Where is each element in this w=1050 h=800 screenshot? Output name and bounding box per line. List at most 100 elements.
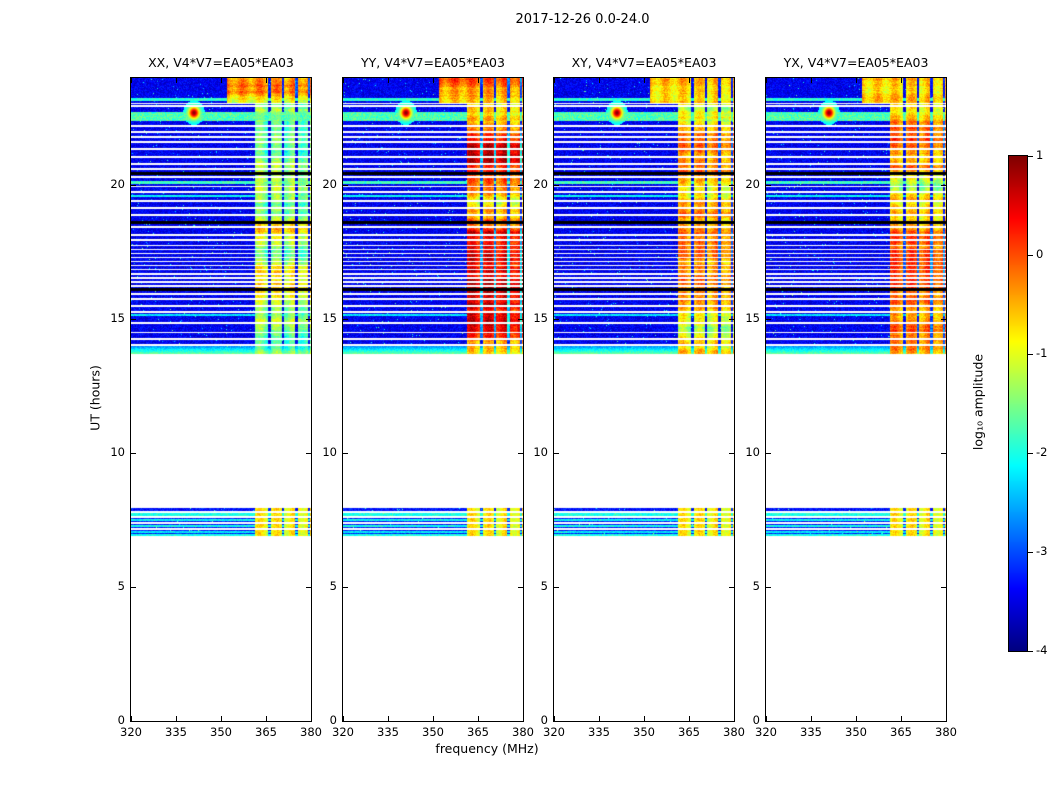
axis-tick: [306, 586, 311, 588]
axis-tick: [855, 78, 857, 83]
axis-tick: [131, 318, 136, 320]
axis-tick: [306, 318, 311, 320]
axis-tick: [688, 716, 690, 721]
axis-tick: [810, 78, 812, 83]
y-tick-label: 20: [322, 177, 337, 192]
x-tick-label: 335: [800, 725, 822, 739]
spectrogram-canvas-yx: [766, 78, 946, 721]
axis-tick: [554, 586, 559, 588]
axis-tick: [131, 586, 136, 588]
axis-tick: [310, 78, 312, 83]
spectrogram-canvas-xy: [554, 78, 734, 721]
axis-tick: [306, 184, 311, 186]
axis-tick: [729, 586, 734, 588]
axis-tick: [554, 720, 559, 722]
axis-tick: [306, 720, 311, 722]
axis-tick: [518, 452, 523, 454]
axis-tick: [518, 184, 523, 186]
axis-tick: [432, 78, 434, 83]
figure-title: 2017-12-26 0.0-24.0: [515, 12, 650, 27]
spectrogram-canvas-yy: [343, 78, 523, 721]
axis-tick: [729, 720, 734, 722]
axis-tick: [387, 716, 389, 721]
axis-tick: [175, 78, 177, 83]
colorbar-tick-label: -4: [1036, 643, 1048, 657]
axis-tick: [477, 78, 479, 83]
axis-tick: [766, 586, 771, 588]
axis-tick: [343, 318, 348, 320]
y-tick-label: 15: [745, 311, 760, 326]
axis-tick: [131, 720, 136, 722]
axis-tick: [343, 586, 348, 588]
axis-tick: [900, 78, 902, 83]
y-tick-label: 0: [752, 713, 760, 727]
spectrogram-canvas-xx: [131, 78, 311, 721]
y-tick-label: 5: [752, 579, 760, 594]
panel-title-xx: XX, V4*V7=EA05*EA03: [148, 55, 294, 70]
axis-tick: [131, 184, 136, 186]
spectrogram-panel-xy: XY, V4*V7=EA05*EA03 320 335 350 365 380 0 5 10 1…: [533, 55, 745, 739]
axis-tick: [342, 716, 344, 721]
x-tick-label: 380: [723, 725, 745, 739]
colorbar-tick-label: -1: [1036, 346, 1048, 360]
y-tick-label: 15: [322, 311, 337, 326]
colorbar-tick: [1028, 353, 1033, 355]
y-tick-label: 0: [329, 713, 337, 727]
axis-tick: [810, 716, 812, 721]
axis-tick: [733, 716, 735, 721]
axis-tick: [343, 184, 348, 186]
y-tick-label: 10: [745, 445, 760, 460]
axis-tick: [130, 78, 132, 83]
colorbar-gradient: [1009, 156, 1027, 651]
colorbar-tick: [1028, 155, 1033, 157]
panel-title-yx: YX, V4*V7=EA05*EA03: [783, 55, 929, 70]
axis-tick: [941, 720, 946, 722]
axis-tick: [766, 184, 771, 186]
y-tick-label: 20: [110, 177, 125, 192]
axis-tick: [598, 716, 600, 721]
colorbar-tick: [1028, 452, 1033, 454]
axis-tick: [729, 452, 734, 454]
axis-tick: [220, 78, 222, 83]
axis-tick: [477, 716, 479, 721]
axis-tick: [554, 452, 559, 454]
axis-tick: [941, 586, 946, 588]
x-tick-label: 365: [678, 725, 700, 739]
axis-tick: [941, 452, 946, 454]
axis-tick: [900, 716, 902, 721]
axis-tick: [343, 452, 348, 454]
axis-tick: [553, 716, 555, 721]
x-tick-label: 365: [467, 725, 489, 739]
x-tick-label: 350: [633, 725, 655, 739]
axis-tick: [432, 716, 434, 721]
x-tick-label: 335: [377, 725, 399, 739]
colorbar-tick: [1028, 551, 1033, 553]
panel-title-yy: YY, V4*V7=EA05*EA03: [361, 55, 505, 70]
x-tick-label: 350: [422, 725, 444, 739]
x-tick-label: 320: [755, 725, 777, 739]
colorbar-label: log₁₀ amplitude: [970, 353, 986, 451]
x-axis-label: frequency (MHz): [435, 741, 539, 756]
y-tick-label: 15: [533, 311, 548, 326]
colorbar-tick-label: 0: [1036, 247, 1044, 261]
axis-tick: [518, 586, 523, 588]
spectrogram-panel-yy: YY, V4*V7=EA05*EA03 320 335 350 365 380 0 5 10 1…: [322, 55, 534, 739]
axis-tick: [729, 184, 734, 186]
axis-tick: [945, 78, 947, 83]
axis-tick: [131, 452, 136, 454]
x-tick-label: 365: [890, 725, 912, 739]
y-axis-label: UT (hours): [87, 365, 103, 431]
axis-tick: [554, 184, 559, 186]
x-tick-label: 380: [300, 725, 322, 739]
axis-tick: [518, 720, 523, 722]
axis-tick: [343, 720, 348, 722]
x-tick-label: 320: [543, 725, 565, 739]
axis-tick: [175, 716, 177, 721]
axis-tick: [522, 78, 524, 83]
x-tick-label: 335: [165, 725, 187, 739]
y-tick-label: 15: [110, 311, 125, 326]
axis-tick: [941, 318, 946, 320]
y-tick-label: 5: [540, 579, 548, 594]
y-tick-label: 20: [745, 177, 760, 192]
